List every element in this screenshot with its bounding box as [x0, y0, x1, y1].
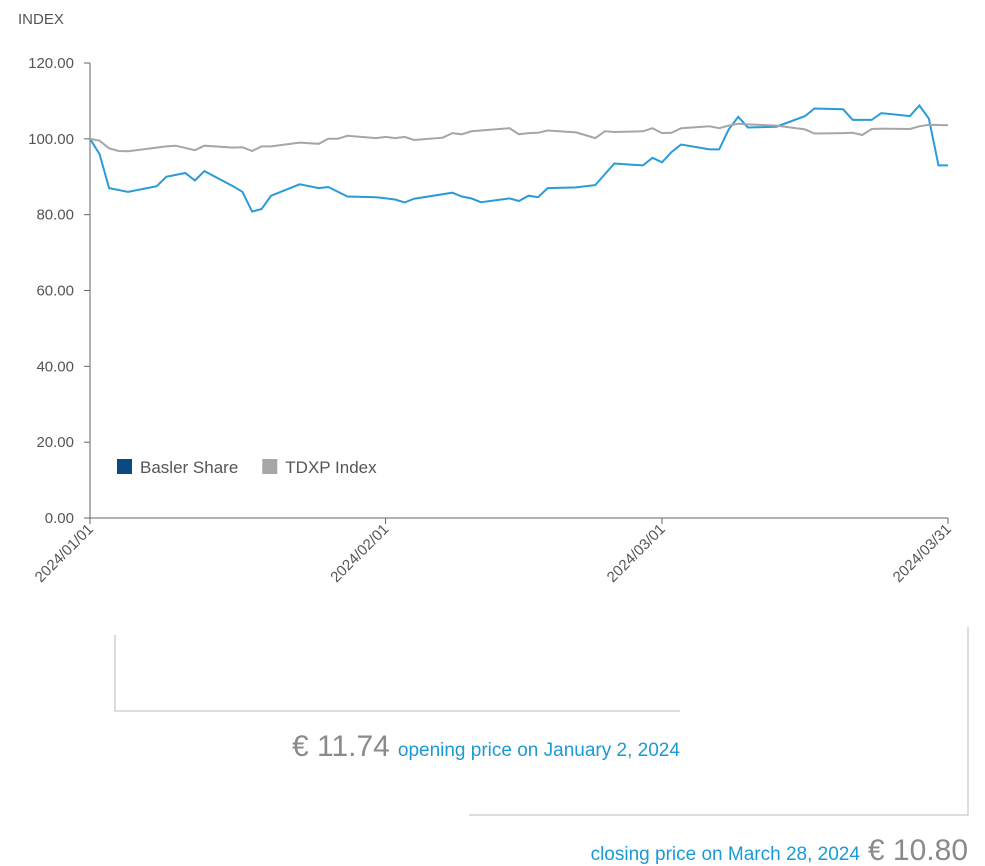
x-tick-label: 2024/02/01 — [327, 521, 392, 586]
note: opening price on January 2, 2024 — [398, 740, 680, 761]
annotation: € 11.74 opening price on January 2, 2024 — [292, 730, 680, 763]
bracket — [469, 627, 969, 816]
y-tick-label: 40.00 — [36, 358, 74, 375]
x-tick-label: 2024/03/01 — [604, 521, 669, 586]
legend-swatch — [262, 459, 278, 474]
annotation: closing price on March 28, 2024 € 10.80 — [591, 834, 968, 866]
legend-swatch — [117, 459, 132, 474]
price: € 10.80 — [868, 834, 968, 866]
y-tick-label: 60.00 — [36, 283, 74, 300]
y-tick-label: 80.00 — [36, 207, 74, 224]
x-tick-label: 2024/03/31 — [890, 521, 955, 586]
legend-label: TDXP Index — [285, 458, 377, 477]
y-tick-label: 100.00 — [28, 131, 74, 148]
price: € 11.74 — [292, 730, 390, 763]
legend-label: Basler Share — [140, 458, 238, 477]
note: closing price on March 28, 2024 — [591, 844, 861, 865]
line — [89, 122, 949, 153]
y-axis-label: INDEX — [18, 11, 64, 28]
line — [89, 103, 948, 213]
bracket — [114, 635, 680, 712]
x-tick-label: 2024/01/01 — [32, 521, 97, 586]
y-tick-label: 20.00 — [36, 434, 74, 451]
y-tick-label: 0.00 — [45, 510, 74, 527]
y-tick-label: 120.00 — [28, 55, 74, 72]
